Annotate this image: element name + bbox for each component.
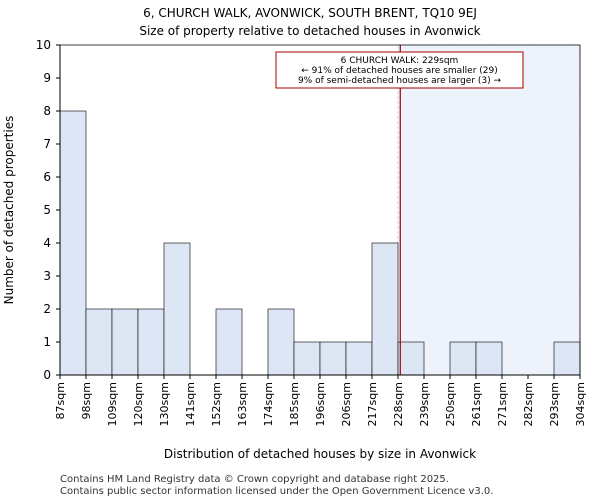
- x-tick-label: 304sqm: [574, 382, 587, 426]
- annotation-line: ← 91% of detached houses are smaller (29…: [301, 66, 498, 76]
- histogram-bar: [371, 242, 399, 376]
- x-tick-label: 163sqm: [236, 382, 249, 426]
- y-tick-label: 8: [43, 104, 51, 118]
- x-tick-label: 196sqm: [314, 382, 327, 426]
- chart-title: 6, CHURCH WALK, AVONWICK, SOUTH BRENT, T…: [143, 6, 477, 20]
- x-tick-label: 217sqm: [366, 382, 379, 426]
- footer-line: Contains HM Land Registry data © Crown c…: [60, 474, 449, 485]
- y-tick-label: 5: [43, 203, 51, 217]
- annotation-frame: [275, 51, 524, 89]
- histogram-bar: [137, 308, 165, 376]
- x-tick-label: 206sqm: [340, 382, 353, 426]
- histogram-bar: [345, 341, 373, 376]
- x-tick-label: 120sqm: [132, 382, 145, 426]
- y-tick-label: 2: [43, 302, 51, 316]
- y-tick-label: 7: [43, 137, 51, 151]
- y-tick-label: 1: [43, 335, 51, 349]
- y-axis-title: Number of detached properties: [2, 116, 16, 305]
- histogram-bar: [293, 341, 321, 376]
- y-tick-label: 4: [43, 236, 51, 250]
- annotation-line: 9% of semi-detached houses are larger (3…: [298, 76, 502, 86]
- y-tick-label: 0: [43, 368, 51, 382]
- x-tick-label: 87sqm: [54, 382, 67, 419]
- histogram-bar: [397, 341, 425, 376]
- histogram-bar: [319, 341, 347, 376]
- x-tick-label: 141sqm: [184, 382, 197, 426]
- x-tick-label: 185sqm: [288, 382, 301, 426]
- histogram-bar: [111, 308, 139, 376]
- y-tick-label: 9: [43, 71, 51, 85]
- y-tick-label: 6: [43, 170, 51, 184]
- x-tick-label: 152sqm: [210, 382, 223, 426]
- x-axis-title: Distribution of detached houses by size …: [164, 447, 476, 461]
- histogram-bar: [85, 308, 113, 376]
- histogram-bar: [449, 341, 477, 376]
- x-tick-label: 228sqm: [392, 382, 405, 426]
- histogram-bar: [267, 308, 295, 376]
- x-tick-label: 271sqm: [496, 382, 509, 426]
- x-tick-label: 109sqm: [106, 382, 119, 426]
- x-tick-label: 250sqm: [444, 382, 457, 426]
- ticks-layer: 0 1 2 3 4 5 6 7 8 9 10 87sqm 98sqm 109sqm 120sqm 130sqm…: [36, 38, 587, 426]
- y-tick-label: 3: [43, 269, 51, 283]
- annotation-box: 6 CHURCH WALK: 229sqm ← 91% of detached …: [275, 51, 524, 89]
- highlight-region: [397, 44, 581, 376]
- chart-subtitle: Size of property relative to detached ho…: [139, 24, 480, 38]
- bars-layer: [59, 110, 581, 376]
- histogram-bar: [475, 341, 503, 376]
- x-tick-label: 98sqm: [80, 382, 93, 419]
- y-tick-label: 10: [36, 38, 51, 52]
- histogram-bar: [59, 110, 87, 376]
- x-tick-label: 239sqm: [418, 382, 431, 426]
- x-tick-label: 174sqm: [262, 382, 275, 426]
- histogram-bar: [553, 341, 581, 376]
- x-tick-label: 293sqm: [548, 382, 561, 426]
- x-tick-label: 261sqm: [470, 382, 483, 426]
- x-tick-label: 282sqm: [522, 382, 535, 426]
- x-tick-label: 130sqm: [158, 382, 171, 426]
- histogram-bar: [215, 308, 243, 376]
- annotation-line: 6 CHURCH WALK: 229sqm: [341, 56, 459, 66]
- histogram-bar: [163, 242, 191, 376]
- highlight-layer: [397, 44, 581, 376]
- footer-line: Contains public sector information licen…: [60, 486, 493, 497]
